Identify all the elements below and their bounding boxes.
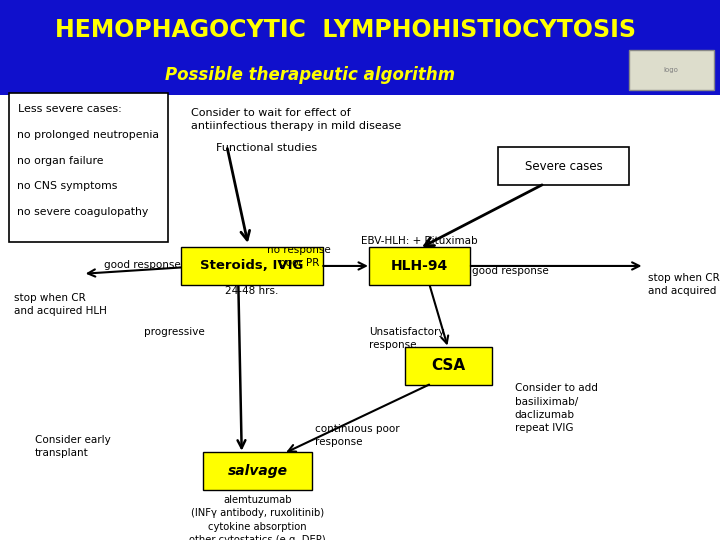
- FancyBboxPatch shape: [369, 247, 470, 285]
- FancyBboxPatch shape: [203, 452, 312, 490]
- Text: Functional studies: Functional studies: [216, 143, 317, 153]
- Text: Consider to add
basiliximab/
daclizumab
repeat IVIG: Consider to add basiliximab/ daclizumab …: [515, 383, 598, 433]
- Text: continuous poor
response: continuous poor response: [315, 424, 400, 447]
- Text: no organ failure: no organ failure: [17, 156, 103, 166]
- FancyBboxPatch shape: [629, 50, 714, 90]
- Text: HEMOPHAGOCYTIC  LYMPHOHISTIOCYTOSIS: HEMOPHAGOCYTIC LYMPHOHISTIOCYTOSIS: [55, 18, 636, 42]
- Text: EBV-HLH: + Rituximab: EBV-HLH: + Rituximab: [361, 235, 477, 246]
- FancyBboxPatch shape: [9, 93, 168, 242]
- Text: no CNS symptoms: no CNS symptoms: [17, 181, 117, 192]
- Text: 24-48 hrs.: 24-48 hrs.: [225, 286, 279, 296]
- Text: Less severe cases:: Less severe cases:: [18, 104, 122, 114]
- Text: good response: good response: [472, 266, 549, 276]
- Text: logo: logo: [664, 67, 678, 73]
- Text: no severe coagulopathy: no severe coagulopathy: [17, 207, 148, 218]
- Text: alemtuzumab
(INFγ antibody, ruxolitinib)
cytokine absorption
other cytostatics (: alemtuzumab (INFγ antibody, ruxolitinib)…: [189, 495, 325, 540]
- Text: Consider to wait for effect of
antiinfectious therapy in mild disease: Consider to wait for effect of antiinfec…: [191, 108, 401, 131]
- Text: salvage: salvage: [228, 464, 287, 478]
- FancyBboxPatch shape: [405, 347, 492, 385]
- FancyBboxPatch shape: [0, 0, 720, 94]
- Text: CSA: CSA: [431, 359, 465, 373]
- Text: progressive: progressive: [145, 327, 205, 337]
- Text: Consider early
transplant: Consider early transplant: [35, 435, 110, 458]
- Text: Unsatisfactory
response: Unsatisfactory response: [369, 327, 445, 350]
- FancyBboxPatch shape: [498, 147, 629, 185]
- Text: HLH-94: HLH-94: [391, 259, 448, 273]
- FancyBboxPatch shape: [181, 247, 323, 285]
- Text: Severe cases: Severe cases: [525, 159, 602, 173]
- Text: good response: good response: [104, 260, 181, 269]
- Text: stop when CR
and acquired HLH: stop when CR and acquired HLH: [14, 293, 107, 316]
- Text: Steroids, IVIG: Steroids, IVIG: [200, 259, 304, 273]
- Text: stop when CR
and acquired HLH: stop when CR and acquired HLH: [648, 273, 720, 296]
- FancyBboxPatch shape: [0, 94, 720, 540]
- Text: no prolonged neutropenia: no prolonged neutropenia: [17, 130, 158, 140]
- Text: Possible therapeutic algorithm: Possible therapeutic algorithm: [165, 65, 454, 84]
- Text: no response
poor PR: no response poor PR: [267, 245, 330, 268]
